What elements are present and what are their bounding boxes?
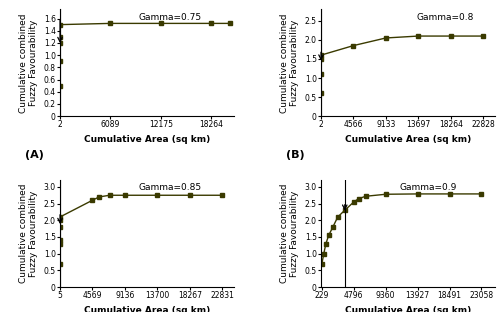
Text: Gamma=0.9: Gamma=0.9 bbox=[400, 183, 456, 193]
X-axis label: Cumulative Area (sq km): Cumulative Area (sq km) bbox=[345, 135, 471, 144]
Text: (B): (B) bbox=[286, 150, 305, 160]
Y-axis label: Cumulative combined
Fuzzy Favourability: Cumulative combined Fuzzy Favourability bbox=[19, 184, 38, 283]
X-axis label: Cumulative Area (sq km): Cumulative Area (sq km) bbox=[345, 306, 471, 312]
Text: Gamma=0.75: Gamma=0.75 bbox=[138, 12, 202, 22]
Y-axis label: Cumulative combined
Fuzzy Favourability: Cumulative combined Fuzzy Favourability bbox=[280, 13, 299, 113]
Y-axis label: Cumulative combined
Fuzzy Favourability: Cumulative combined Fuzzy Favourability bbox=[280, 184, 299, 283]
Text: Gamma=0.85: Gamma=0.85 bbox=[138, 183, 202, 193]
X-axis label: Cumulative Area (sq km): Cumulative Area (sq km) bbox=[84, 135, 210, 144]
X-axis label: Cumulative Area (sq km): Cumulative Area (sq km) bbox=[84, 306, 210, 312]
Text: (A): (A) bbox=[25, 150, 44, 160]
Text: Gamma=0.8: Gamma=0.8 bbox=[416, 12, 474, 22]
Y-axis label: Cumulative combined
Fuzzy Favourability: Cumulative combined Fuzzy Favourability bbox=[19, 13, 38, 113]
